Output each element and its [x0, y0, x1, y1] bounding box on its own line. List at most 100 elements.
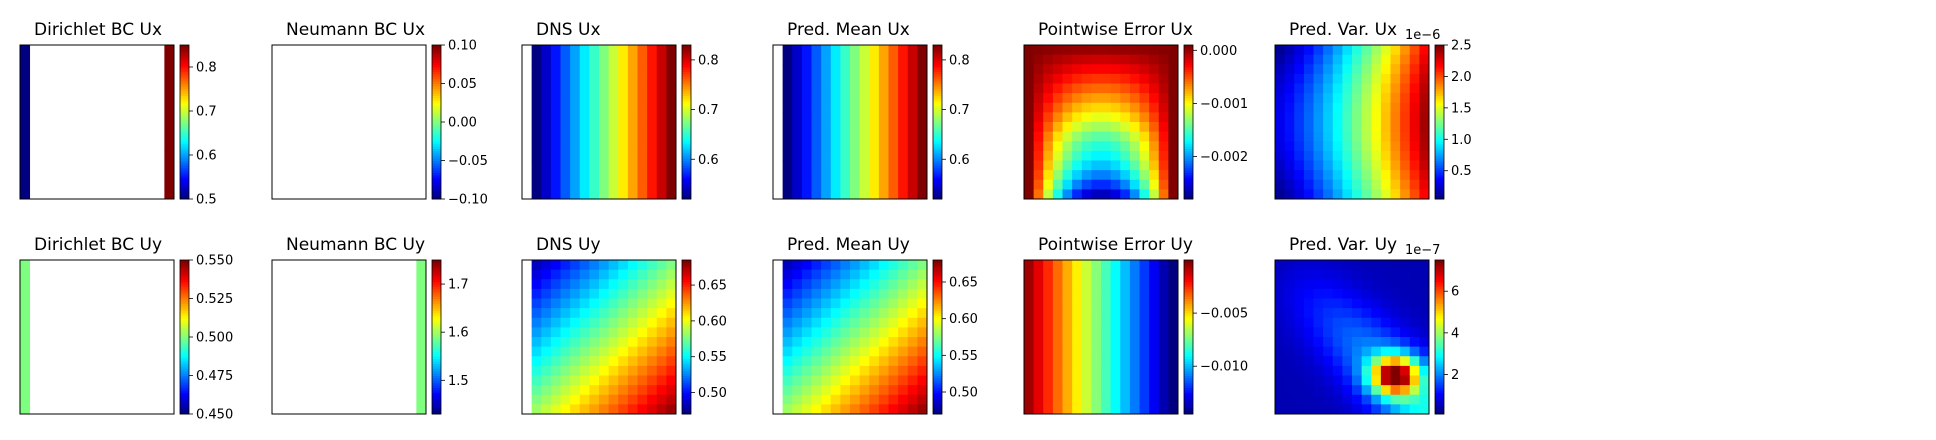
heatmap-cell [589, 288, 600, 299]
colorbar-segment [933, 361, 942, 364]
heatmap-cell [1062, 375, 1073, 386]
heatmap-cell [1033, 337, 1044, 348]
colorbar-tick-label: 0.550 [196, 254, 233, 269]
plot-frame [521, 44, 677, 200]
heatmap-cell [647, 260, 658, 271]
colorbar-segment [1184, 184, 1193, 188]
heatmap-cell [608, 375, 619, 386]
colorbar-segment [180, 88, 189, 92]
heatmap-cell [1409, 308, 1420, 319]
heatmap-cell [1303, 179, 1314, 190]
colorbar-segment [180, 126, 189, 130]
heatmap-cell [1033, 346, 1044, 357]
heatmap-cell [1091, 93, 1102, 104]
colorbar-segment [682, 303, 691, 307]
colorbar-segment [682, 409, 691, 413]
heatmap-cell [859, 179, 870, 190]
heatmap-cell [859, 102, 870, 113]
colorbar-segment [682, 155, 691, 159]
heatmap-cell [1313, 73, 1324, 84]
heatmap-cell [1390, 170, 1401, 181]
heatmap-cell [579, 122, 590, 133]
colorbar-segment [1435, 97, 1444, 101]
colorbar-segment [432, 272, 441, 275]
heatmap-cell [579, 327, 590, 338]
heatmap-cell [1323, 308, 1334, 319]
colorbar-segment [933, 88, 942, 92]
heatmap-cell [1072, 356, 1083, 367]
colorbar-segment [1435, 310, 1444, 314]
heatmap-cell [618, 112, 629, 123]
colorbar-segment [682, 404, 691, 408]
heatmap-cell [1323, 64, 1334, 75]
heatmap-cell [589, 385, 600, 396]
heatmap-cell [1149, 269, 1160, 280]
heatmap-cell [850, 54, 861, 65]
heatmap-cell [821, 93, 832, 104]
heatmap-cell [869, 141, 880, 152]
heatmap-cell [1380, 288, 1391, 299]
colorbar-segment [682, 167, 691, 171]
heatmap-cell [1352, 279, 1363, 290]
heatmap-cell [1380, 337, 1391, 348]
colorbar-segment [180, 260, 189, 263]
heatmap-cell [1361, 102, 1372, 113]
heatmap-cell [618, 317, 629, 328]
colorbar-segment [682, 361, 691, 364]
heatmap-cell [1033, 375, 1044, 386]
heatmap-cell [570, 404, 581, 415]
heatmap-cell [1110, 308, 1121, 319]
heatmap-cell [656, 54, 667, 65]
colorbar-segment [1435, 392, 1444, 396]
heatmap-cell [656, 346, 667, 357]
colorbar-segment [180, 124, 189, 128]
heatmap-cell [907, 45, 918, 56]
heatmap-cell [1380, 141, 1391, 152]
colorbar-segment [933, 298, 942, 302]
heatmap-cell [531, 45, 542, 56]
heatmap-cell [1149, 288, 1160, 299]
colorbar-segment [682, 131, 691, 135]
colorbar-segment [682, 88, 691, 92]
heatmap-cell [637, 170, 648, 181]
colorbar-segment [180, 191, 189, 195]
heatmap-cell [888, 131, 899, 142]
colorbar-segment [180, 387, 189, 391]
colorbar-segment [933, 286, 942, 290]
colorbar-segment [933, 320, 942, 324]
heatmap-cell [840, 45, 851, 56]
heatmap-cell [1101, 150, 1112, 161]
heatmap-cell [782, 327, 793, 338]
heatmap-cell [1409, 317, 1420, 328]
heatmap-cell [570, 102, 581, 113]
colorbar-segment [1184, 361, 1193, 364]
heatmap-cell [1313, 327, 1324, 338]
heatmap-cell [1120, 170, 1131, 181]
heatmap-cell [1284, 317, 1295, 328]
heatmap-cell [782, 356, 793, 367]
heatmap-cell [1303, 404, 1314, 415]
heatmap-cell [869, 279, 880, 290]
colorbar-segment [1435, 401, 1444, 405]
heatmap-cell [830, 260, 841, 271]
heatmap-cell [618, 279, 629, 290]
heatmap-cell [579, 308, 590, 319]
colorbar-segment [1184, 344, 1193, 348]
colorbar-segment [1184, 155, 1193, 159]
colorbar-segment [432, 59, 441, 63]
colorbar-segment [1184, 291, 1193, 295]
colorbar-segment [1435, 134, 1444, 137]
heatmap-cell [1275, 308, 1286, 319]
heatmap-cell [666, 131, 677, 142]
heatmap-cell [830, 327, 841, 338]
heatmap-cell [618, 269, 629, 280]
heatmap-cell [1129, 317, 1140, 328]
heatmap-cell [1409, 269, 1420, 280]
heatmap-cell [830, 337, 841, 348]
colorbar-segment [1184, 83, 1193, 87]
heatmap-cell [801, 93, 812, 104]
colorbar-segment [180, 194, 189, 198]
heatmap-cell [782, 160, 793, 171]
heatmap-cell [1072, 375, 1083, 386]
heatmap-cell [599, 131, 610, 142]
